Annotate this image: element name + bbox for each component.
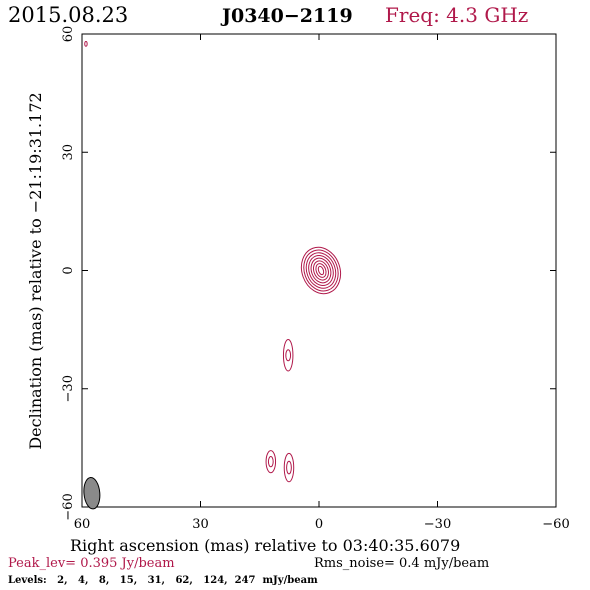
contour-levels: Levels: 2, 4, 8, 15, 31, 62, 124, 247 mJ…	[8, 575, 318, 586]
source-name: J0340−2119	[220, 5, 353, 27]
x-axis-label: Right ascension (mas) relative to 03:40:…	[70, 536, 460, 555]
contour-jet-knot-2	[265, 450, 277, 474]
x-tick-label: −30	[424, 517, 451, 532]
contour-jet-knot-2	[267, 456, 274, 468]
x-tick-label: 60	[74, 517, 91, 532]
peak-level: Peak_lev= 0.395 Jy/beam	[8, 556, 175, 571]
y-tick-label: −60	[61, 493, 76, 520]
contour-core	[312, 260, 329, 281]
x-tick-label: −60	[542, 517, 569, 532]
restoring-beam	[83, 476, 101, 510]
contour-core	[308, 254, 334, 287]
y-tick-label: 30	[61, 144, 76, 161]
beam-layer	[83, 476, 101, 510]
frequency-label: Freq: 4.3 GHz	[385, 3, 528, 27]
y-axis-label: Declination (mas) relative to −21:19:31.…	[26, 92, 45, 449]
contour-jet-knot-1	[282, 338, 294, 372]
contour-corner-artifact	[84, 40, 88, 47]
contour-core	[303, 249, 339, 292]
contour-jet-knot-1	[285, 349, 292, 362]
contour-core	[300, 246, 342, 295]
map-date: 2015.08.23	[8, 3, 128, 27]
contour-core	[305, 252, 337, 289]
contour-core	[310, 257, 332, 284]
x-tick-label: 30	[192, 517, 209, 532]
contour-core	[315, 263, 327, 278]
contour-core	[317, 265, 325, 276]
y-tick-label: 60	[61, 26, 76, 43]
y-tick-label: 0	[61, 266, 76, 274]
rms-noise: Rms_noise= 0.4 mJy/beam	[314, 556, 489, 571]
y-tick-label: −30	[61, 375, 76, 402]
contour-jet-knot-3	[286, 460, 292, 475]
axis-ticks	[81, 33, 557, 508]
contour-layer	[84, 40, 342, 483]
x-tick-label: 0	[315, 517, 323, 532]
contour-jet-knot-3	[283, 452, 295, 483]
